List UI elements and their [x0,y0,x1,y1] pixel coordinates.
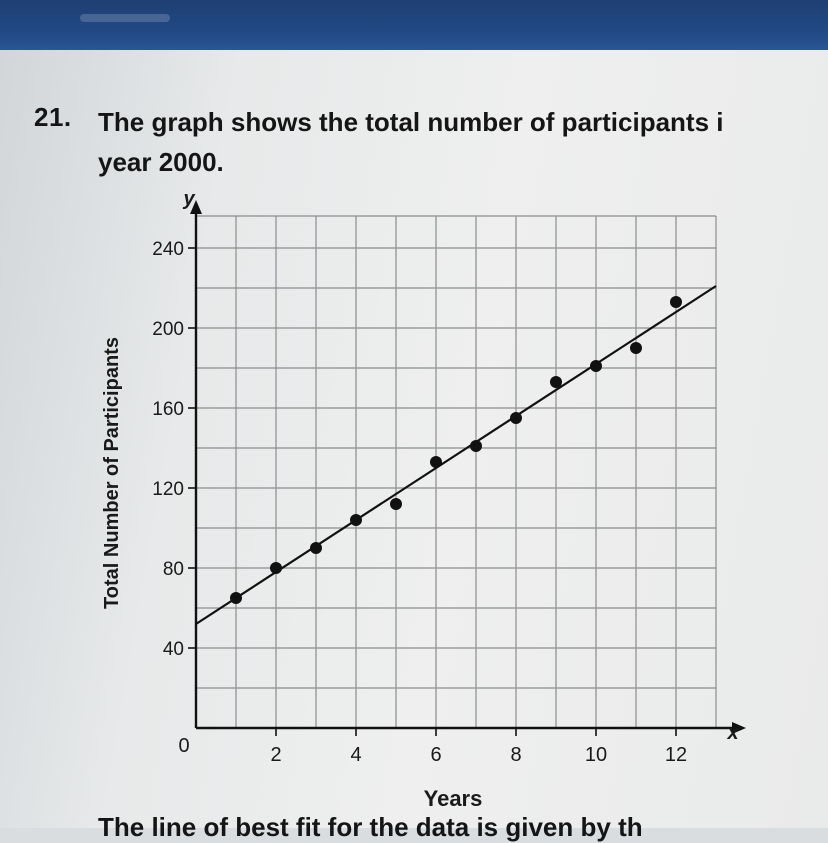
y-axis-arrow [190,200,202,214]
x-tick-label: 4 [350,744,361,766]
data-point [590,360,602,372]
data-point [470,440,482,452]
question-line-1: The graph shows the total number of part… [98,107,724,137]
x-tick-label: 12 [665,744,687,766]
y-tick-label: 160 [152,399,184,420]
x-axis-label: Years [424,786,483,811]
data-point [630,342,642,354]
x-tick-label: 8 [510,744,521,766]
y-axis-label: Total Number of Participants [101,337,123,609]
question-text: The graph shows the total number of part… [98,102,724,182]
window-top-band [0,0,828,50]
best-fit-line [195,285,717,625]
data-point [350,514,362,526]
y-tick-label: 80 [163,559,184,580]
data-point [430,456,442,468]
chart-grid [196,215,717,728]
data-point [670,296,682,308]
worksheet-page [0,50,828,828]
data-point [310,542,322,554]
y-tick-label: 240 [152,239,184,260]
chart-tick-labels: 40 80 120 160 200 240 2 4 6 8 10 12 [152,239,687,766]
y-tick-label: 120 [152,479,184,500]
data-point [390,498,402,510]
data-point [230,592,242,604]
data-point [550,376,562,388]
y-axis-letter: y [182,188,195,210]
smudge [80,14,170,22]
origin-label: 0 [178,735,189,757]
question-number: 21. [34,102,72,132]
x-axis-letter: x [726,722,739,744]
y-tick-label: 200 [152,319,184,340]
x-tick-label: 2 [270,744,281,766]
data-point [270,562,282,574]
x-tick-label: 10 [585,744,607,766]
chart-axes [188,200,746,736]
data-points [230,296,682,604]
x-tick-label: 6 [430,744,441,766]
best-fit-line-group [195,285,717,625]
data-point [510,412,522,424]
x-axis-arrow [732,722,746,734]
y-tick-label: 40 [163,639,184,660]
question-line-2: year 2000. [98,147,224,177]
